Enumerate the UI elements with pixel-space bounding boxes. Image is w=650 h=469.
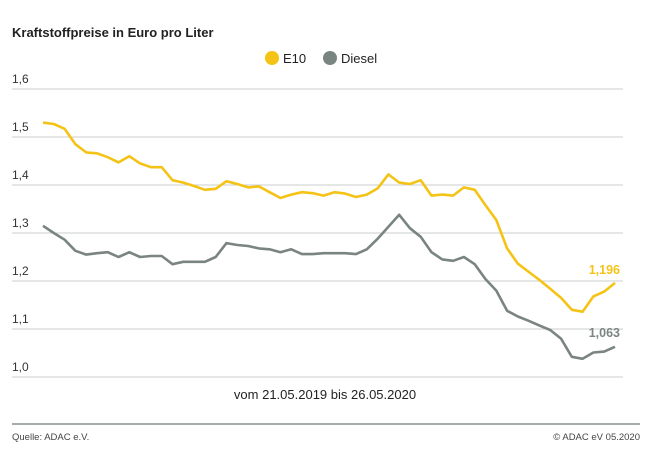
- legend-label-e10: E10: [283, 51, 306, 66]
- end-labels: 1,196 1,063: [589, 263, 620, 340]
- source-text: Quelle: ADAC e.V.: [12, 432, 89, 443]
- series-line-e10: [42, 121, 616, 314]
- y-tick-label: 1,2: [12, 264, 29, 278]
- y-tick-label: 1,5: [12, 120, 29, 134]
- y-tick-label: 1,0: [12, 360, 29, 374]
- copyright-text: © ADAC eV 05.2020: [553, 432, 640, 443]
- end-label-diesel: 1,063: [589, 326, 620, 340]
- legend-marker-diesel: [323, 51, 337, 65]
- y-axis-ticks: 1,0 1,1 1,2 1,3 1,4 1,5 1,6: [12, 72, 29, 374]
- x-axis-label: vom 21.05.2019 bis 26.05.2020: [234, 387, 416, 402]
- gridlines: [12, 88, 623, 378]
- legend: E10 Diesel: [265, 51, 377, 66]
- y-tick-label: 1,6: [12, 72, 29, 86]
- legend-label-diesel: Diesel: [341, 51, 377, 66]
- series-line-diesel: [42, 213, 616, 361]
- chart-title: Kraftstoffpreise in Euro pro Liter: [12, 25, 214, 40]
- legend-marker-e10: [265, 51, 279, 65]
- end-label-e10: 1,196: [589, 263, 620, 277]
- y-tick-label: 1,1: [12, 312, 29, 326]
- y-tick-label: 1,4: [12, 168, 29, 182]
- y-tick-label: 1,3: [12, 216, 29, 230]
- series-lines: [42, 121, 616, 361]
